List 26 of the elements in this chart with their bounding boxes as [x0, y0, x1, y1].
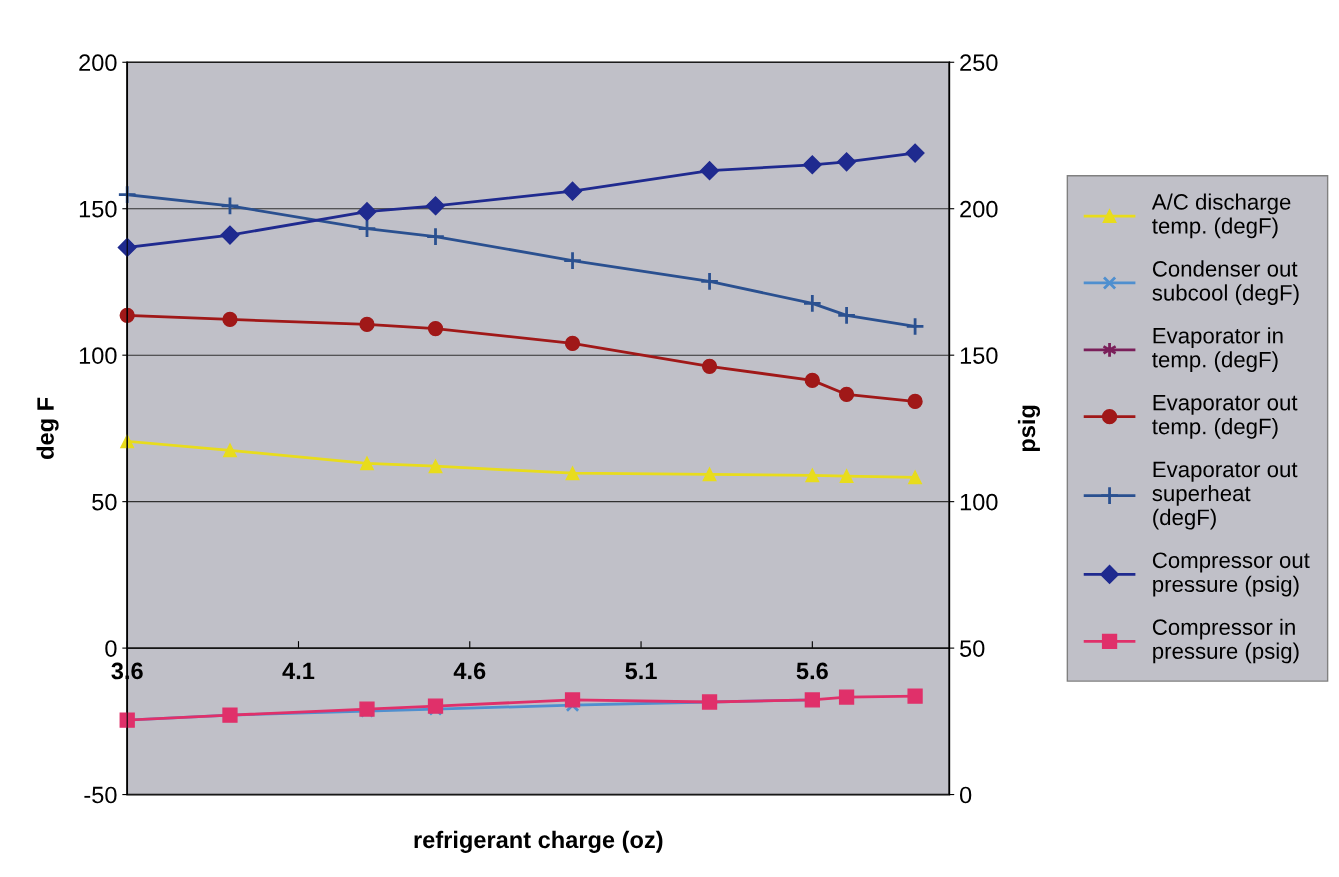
legend-label: Compressor in pressure (psig): [1152, 618, 1299, 664]
y-tick-label: 0: [105, 640, 117, 657]
y2-tick-label: 200: [960, 200, 998, 218]
legend-label: Evaporator out superheat (degF): [1152, 461, 1298, 530]
y-tick-label: -50: [84, 786, 117, 804]
y-tick-label: 100: [79, 347, 117, 364]
y-tick-label: 50: [92, 493, 117, 511]
y-tick-label: 200: [79, 54, 117, 72]
x-tick-label: 4.1: [282, 662, 315, 680]
y2-tick-label: 250: [960, 54, 998, 72]
x-tick-label: 5.1: [625, 662, 657, 680]
x-tick-label: 5.6: [796, 662, 828, 680]
legend-label: Compressor out pressure (psig): [1152, 552, 1310, 597]
legend-label: Condenser out subcool (degF): [1152, 260, 1299, 306]
y2-tick-label: 100: [960, 493, 998, 511]
y2-tick-label: 0: [960, 786, 972, 804]
legend-label: A/C discharge temp. (degF): [1151, 193, 1291, 239]
y-tick-label: 150: [79, 200, 117, 218]
y2-axis-title: psig: [1017, 405, 1041, 452]
x-axis-title: refrigerant charge (oz): [414, 830, 663, 853]
y2-tick-label: 150: [960, 347, 998, 364]
legend-label: Evaporator out temp. (degF): [1152, 394, 1298, 439]
y-axis-title: deg F: [36, 397, 59, 459]
y2-tick-label: 50: [960, 640, 985, 657]
x-tick-label: 4.6: [453, 662, 486, 680]
legend-label: Evaporator in temp. (degF): [1152, 327, 1283, 372]
